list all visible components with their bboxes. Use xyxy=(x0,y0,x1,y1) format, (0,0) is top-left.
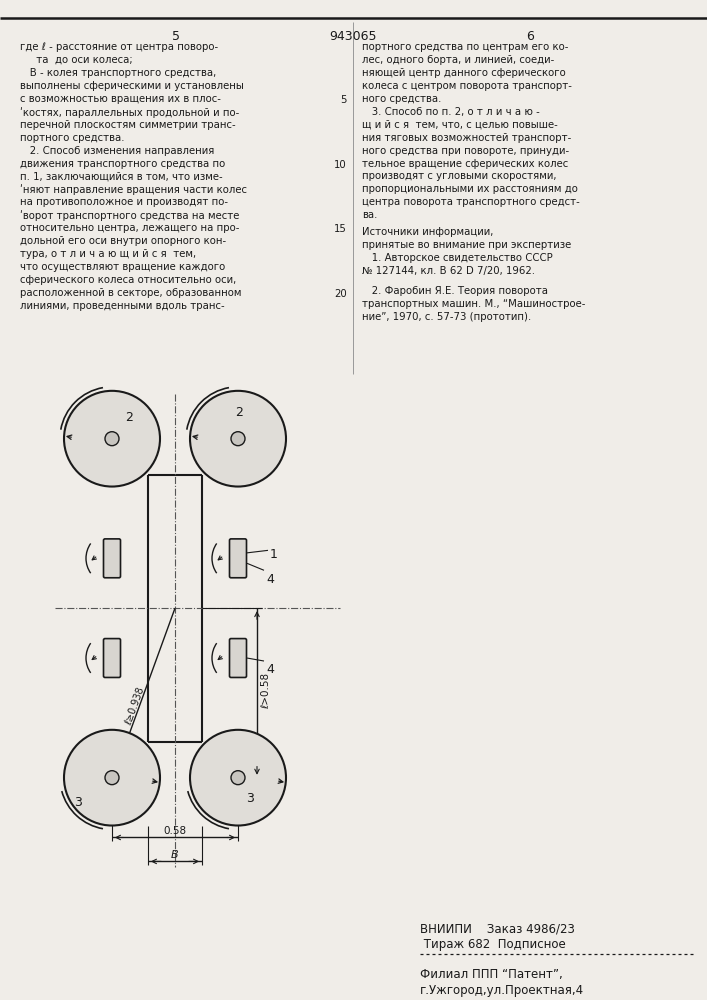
Text: перечной плоскостям симметрии транс-: перечной плоскостям симметрии транс- xyxy=(20,120,235,130)
Text: 20: 20 xyxy=(334,289,347,299)
Text: г.Ужгород,ул.Проектная,4: г.Ужгород,ул.Проектная,4 xyxy=(420,984,584,997)
Text: движения транспортного средства по: движения транспортного средства по xyxy=(20,159,226,169)
Text: лес, одного борта, и линией, соеди-: лес, одного борта, и линией, соеди- xyxy=(362,55,554,65)
Text: ного средства при повороте, принуди-: ного средства при повороте, принуди- xyxy=(362,146,569,156)
Text: транспортных машин. М., “Машинострое-: транспортных машин. М., “Машинострое- xyxy=(362,299,585,309)
Text: ℓ≥0.938: ℓ≥0.938 xyxy=(124,686,147,727)
Text: дольной его оси внутри опорного кон-: дольной его оси внутри опорного кон- xyxy=(20,236,226,246)
Text: с возможностью вращения их в плос-: с возможностью вращения их в плос- xyxy=(20,94,221,104)
Circle shape xyxy=(105,771,119,785)
Text: 15: 15 xyxy=(334,224,347,234)
Circle shape xyxy=(190,391,286,487)
Text: 6: 6 xyxy=(526,30,534,43)
Circle shape xyxy=(64,391,160,487)
Text: относительно центра, лежащего на про-: относительно центра, лежащего на про- xyxy=(20,223,240,233)
Text: ния тяговых возможностей транспорт-: ния тяговых возможностей транспорт- xyxy=(362,133,571,143)
Text: 1: 1 xyxy=(270,548,278,561)
Text: ℓ>0.58: ℓ>0.58 xyxy=(261,673,271,709)
Text: тельное вращение сферических колес: тельное вращение сферических колес xyxy=(362,159,568,169)
Text: на противоположное и производят по-: на противоположное и производят по- xyxy=(20,197,228,207)
Text: ʹворот транспортного средства на месте: ʹворот транспортного средства на месте xyxy=(20,210,240,221)
Text: 2. Способ изменения направления: 2. Способ изменения направления xyxy=(20,146,214,156)
Text: ʹкостях, параллельных продольной и по-: ʹкостях, параллельных продольной и по- xyxy=(20,107,239,118)
Text: 5: 5 xyxy=(341,95,347,105)
Text: Источники информации,: Источники информации, xyxy=(362,227,493,237)
Text: ВНИИПИ    Заказ 4986/23: ВНИИПИ Заказ 4986/23 xyxy=(420,922,575,935)
Text: 5: 5 xyxy=(172,30,180,43)
Text: № 127144, кл. B 62 D 7/20, 1962.: № 127144, кл. B 62 D 7/20, 1962. xyxy=(362,266,535,276)
Text: 2: 2 xyxy=(125,411,133,424)
Text: ʹняют направление вращения части колес: ʹняют направление вращения части колес xyxy=(20,184,247,195)
Text: 4: 4 xyxy=(266,663,274,676)
Circle shape xyxy=(190,730,286,826)
Text: пропорциональными их расстояниям до: пропорциональными их расстояниям до xyxy=(362,184,578,194)
FancyBboxPatch shape xyxy=(230,539,247,578)
Text: принятые во внимание при экспертизе: принятые во внимание при экспертизе xyxy=(362,240,571,250)
Circle shape xyxy=(105,432,119,446)
Circle shape xyxy=(231,771,245,785)
Text: 4: 4 xyxy=(266,573,274,586)
Text: сферического колеса относительно оси,: сферического колеса относительно оси, xyxy=(20,275,236,285)
Text: 3: 3 xyxy=(246,792,254,805)
Text: 943065: 943065 xyxy=(329,30,377,43)
Text: B - колея транспортного средства,: B - колея транспортного средства, xyxy=(20,68,216,78)
Text: Филиал ППП “Патент”,: Филиал ППП “Патент”, xyxy=(420,968,563,981)
Text: B: B xyxy=(171,850,179,860)
Circle shape xyxy=(231,432,245,446)
Text: выполнены сферическими и установлены: выполнены сферическими и установлены xyxy=(20,81,244,91)
Text: ние”, 1970, с. 57-73 (прототип).: ние”, 1970, с. 57-73 (прототип). xyxy=(362,312,531,322)
Text: 2. Фаробин Я.Е. Теория поворота: 2. Фаробин Я.Е. Теория поворота xyxy=(362,286,548,296)
Text: Тираж 682  Подписное: Тираж 682 Подписное xyxy=(420,938,566,951)
Text: линиями, проведенными вдоль транс-: линиями, проведенными вдоль транс- xyxy=(20,301,225,311)
FancyBboxPatch shape xyxy=(230,639,247,677)
Circle shape xyxy=(64,730,160,826)
Text: няющей центр данного сферического: няющей центр данного сферического xyxy=(362,68,566,78)
Text: ва.: ва. xyxy=(362,210,378,220)
Text: 0.58: 0.58 xyxy=(163,826,187,836)
Text: ного средства.: ного средства. xyxy=(362,94,441,104)
Text: центра поворота транспортного средст-: центра поворота транспортного средст- xyxy=(362,197,580,207)
Text: портного средства по центрам его ко-: портного средства по центрам его ко- xyxy=(362,42,568,52)
Text: 3. Способ по п. 2, о т л и ч а ю -: 3. Способ по п. 2, о т л и ч а ю - xyxy=(362,107,539,117)
Text: колеса с центром поворота транспорт-: колеса с центром поворота транспорт- xyxy=(362,81,572,91)
FancyBboxPatch shape xyxy=(103,539,120,578)
Text: что осуществляют вращение каждого: что осуществляют вращение каждого xyxy=(20,262,226,272)
Text: 10: 10 xyxy=(334,160,347,170)
Text: та  до оси колеса;: та до оси колеса; xyxy=(20,55,133,65)
Text: 2: 2 xyxy=(235,406,243,419)
Text: производят с угловыми скоростями,: производят с угловыми скоростями, xyxy=(362,171,556,181)
Text: где ℓ - расстояние от центра поворо-: где ℓ - расстояние от центра поворо- xyxy=(20,42,218,52)
FancyBboxPatch shape xyxy=(103,639,120,677)
Text: расположенной в секторе, образованном: расположенной в секторе, образованном xyxy=(20,288,242,298)
Text: п. 1, заключающийся в том, что изме-: п. 1, заключающийся в том, что изме- xyxy=(20,171,223,181)
Text: портного средства.: портного средства. xyxy=(20,133,124,143)
Text: тура, о т л и ч а ю щ и й с я  тем,: тура, о т л и ч а ю щ и й с я тем, xyxy=(20,249,196,259)
Text: щ и й с я  тем, что, с целью повыше-: щ и й с я тем, что, с целью повыше- xyxy=(362,120,558,130)
Text: 1. Авторское свидетельство СССР: 1. Авторское свидетельство СССР xyxy=(362,253,553,263)
Text: 3: 3 xyxy=(74,796,82,809)
